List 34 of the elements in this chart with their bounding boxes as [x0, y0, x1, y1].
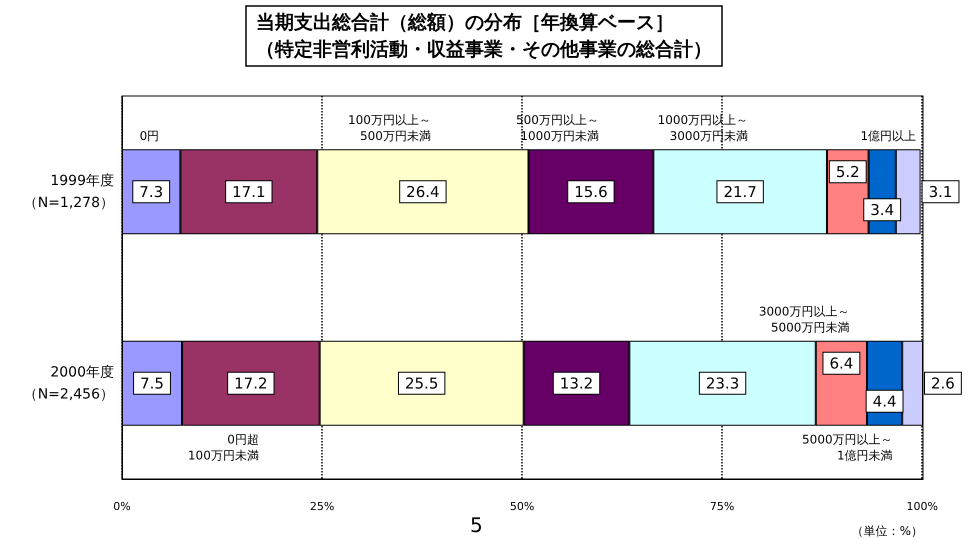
- series-label: 3000万円以上～ 5000万円未満: [758, 304, 850, 334]
- series-label: 1億円以上: [860, 128, 916, 143]
- series-label: 100万円以上～ 500万円未満: [348, 112, 431, 143]
- series-label: 500万円以上～ 1000万円未満: [516, 112, 599, 143]
- data-label: 21.7: [723, 182, 757, 201]
- data-label: 3.1: [928, 182, 952, 201]
- data-label: 25.5: [404, 374, 438, 392]
- y-tick-label: 2000年度（N=2,456）: [24, 364, 114, 402]
- data-label: 23.3: [706, 374, 740, 392]
- y-tick-label: 1999年度（N=1,278）: [24, 172, 114, 211]
- series-label: 0円: [140, 128, 160, 143]
- chart-title: 当期支出総合計（総額）の分布［年換算ベース］: [256, 12, 674, 34]
- data-label: 5.2: [836, 162, 860, 181]
- chart-subtitle: （特定非営利活動・収益事業・その他事業の総合計）: [256, 38, 712, 60]
- data-label: 4.4: [872, 392, 897, 410]
- data-label: 17.1: [232, 182, 266, 201]
- data-label: 7.5: [140, 374, 164, 392]
- x-tick-label: 75%: [710, 500, 734, 513]
- data-label: 7.3: [139, 182, 164, 201]
- data-label: 2.6: [931, 374, 955, 392]
- series-label: 0円超 100万円未満: [188, 432, 259, 462]
- data-label: 6.4: [829, 354, 854, 372]
- text: 5: [470, 513, 483, 537]
- x-tick-label: 100%: [906, 500, 938, 513]
- series-label: 5000万円以上～ 1億円未満: [802, 432, 893, 462]
- x-tick-label: 25%: [310, 500, 334, 513]
- x-tick-label: 0%: [113, 500, 131, 513]
- data-label: 15.6: [574, 182, 608, 201]
- x-tick-label: 50%: [510, 500, 534, 513]
- data-label: 3.4: [870, 200, 894, 219]
- text: （単位：%）: [852, 524, 924, 538]
- data-label: 13.2: [560, 374, 594, 392]
- data-label: 26.4: [406, 182, 440, 201]
- data-label: 17.2: [234, 374, 268, 392]
